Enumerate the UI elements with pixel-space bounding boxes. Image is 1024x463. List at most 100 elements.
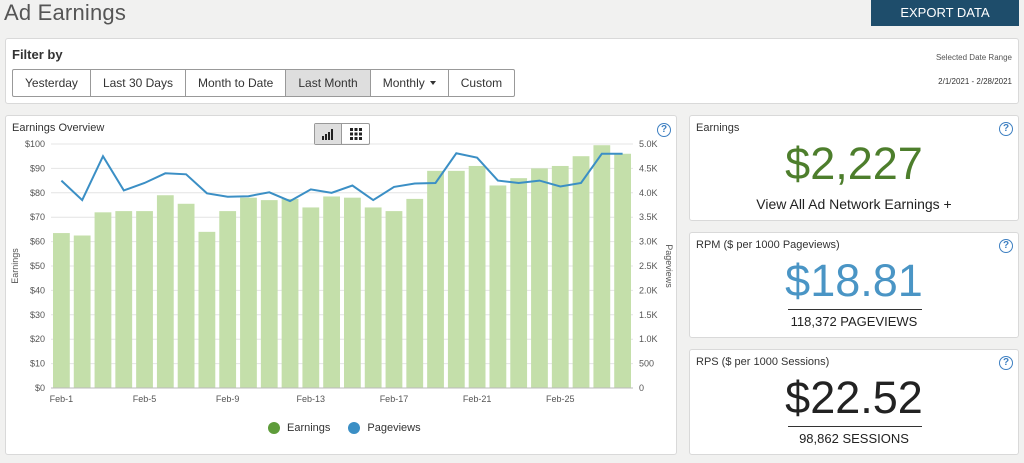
filter-title: Filter by	[12, 47, 63, 62]
bar-earnings	[115, 211, 133, 388]
y-tick-label: $60	[30, 237, 45, 247]
filter-last-month-button[interactable]: Last Month	[286, 70, 371, 96]
rps-divider	[788, 426, 922, 427]
bar-earnings	[447, 170, 465, 388]
filter-monthly-dropdown[interactable]: Monthly	[371, 70, 449, 96]
y-tick-label: $100	[25, 139, 45, 149]
rps-sessions: 98,862 SESSIONS	[799, 431, 909, 446]
rpm-pageviews: 118,372 PAGEVIEWS	[790, 314, 918, 329]
bar-earnings	[281, 198, 299, 388]
y-tick-label: $40	[30, 285, 45, 295]
legend-label-earnings: Earnings	[287, 422, 331, 434]
bar-earnings	[489, 185, 507, 388]
y-right-tick-label: 1.0K	[639, 334, 658, 344]
bar-chart-icon	[322, 128, 333, 140]
y-right-tick-label: 4.5K	[639, 163, 658, 173]
export-data-button[interactable]: EXPORT DATA	[871, 0, 1019, 26]
view-all-ad-network-earnings-link[interactable]: View All Ad Network Earnings +	[756, 196, 952, 212]
bar-earnings	[427, 170, 444, 388]
bar-earnings	[531, 168, 548, 388]
y-right-tick-label: 3.5K	[639, 212, 658, 222]
filter-custom-button[interactable]: Custom	[460, 76, 503, 90]
line-pageviews	[60, 152, 623, 203]
earnings-overview-chart: $0 $10 $20 $30 $40 $50 $60 $70 $80 $90 $100 0 500 1.0…	[10, 139, 674, 404]
y-tick-label: $30	[30, 310, 45, 320]
filter-last-30-days-button[interactable]: Last 30 Days	[91, 70, 186, 96]
y-tick-label: $20	[30, 334, 45, 344]
legend-item-earnings[interactable]: Earnings	[268, 422, 330, 434]
selected-date-range-value: 2/1/2021 - 2/28/2021	[938, 77, 1012, 86]
y-tick-label: $70	[30, 212, 45, 222]
page-title: Ad Earnings	[4, 0, 127, 25]
y-right-tick-label: 4.0K	[639, 188, 658, 198]
bar-earnings	[614, 153, 631, 388]
x-tick-label: Feb-21	[463, 394, 492, 404]
y-right-tick-label: 2.5K	[639, 261, 658, 271]
bar-earnings	[94, 212, 112, 388]
rps-card-title: RPS ($ per 1000 Sessions)	[696, 356, 830, 368]
x-tick-label: Feb-13	[297, 394, 326, 404]
bar-earnings	[468, 165, 486, 388]
earnings-card: Earnings ? $2,227 View All Ad Network Ea…	[689, 115, 1019, 221]
y-axis-title: Earnings	[10, 248, 20, 284]
date-filter-group: Yesterday Last 30 Days Month to Date Las…	[12, 69, 516, 97]
y-right-tick-label: 500	[639, 359, 654, 369]
y-right-tick-label: 2.0K	[639, 285, 658, 295]
legend-item-pageviews[interactable]: Pageviews	[348, 422, 421, 434]
x-tick-label: Feb-17	[380, 394, 409, 404]
y-tick-label: $10	[30, 359, 45, 369]
bar-earnings	[551, 165, 569, 388]
bar-earnings	[53, 233, 70, 388]
question-circle-icon[interactable]: ?	[999, 239, 1013, 253]
bar-earnings	[73, 235, 91, 388]
filter-monthly-label: Monthly	[382, 76, 425, 90]
bar-earnings	[385, 211, 403, 388]
x-tick-label: Feb-25	[546, 394, 575, 404]
filter-month-to-date-button[interactable]: Month to Date	[186, 70, 287, 96]
table-view-button[interactable]	[342, 124, 369, 144]
x-tick-label: Feb-9	[216, 394, 240, 404]
bar-earnings	[156, 195, 174, 388]
question-circle-icon[interactable]: ?	[999, 356, 1013, 370]
rpm-divider	[788, 309, 922, 310]
bar-earnings	[219, 211, 237, 388]
earnings-overview-panel: $0 $10 $20 $30 $40 $50 $60 $70 $80 $90 $100 0 500 1.0…	[5, 115, 677, 455]
filter-yesterday-button[interactable]: Yesterday	[13, 70, 91, 96]
earnings-card-title: Earnings	[696, 122, 740, 134]
filter-panel: Filter by Yesterday Last 30 Days Month t…	[5, 38, 1019, 104]
bar-chart-view-button[interactable]	[315, 124, 342, 144]
earnings-overview-title: Earnings Overview	[12, 122, 105, 134]
bar-earnings	[198, 231, 216, 388]
bar-earnings	[572, 156, 590, 388]
chart-view-toggle	[314, 123, 370, 145]
y-tick-label: $80	[30, 188, 45, 198]
rps-card: RPS ($ per 1000 Sessions) ? $22.52 98,86…	[689, 349, 1019, 455]
x-tick-label: Feb-1	[50, 394, 74, 404]
rpm-card-title: RPM ($ per 1000 Pageviews)	[696, 239, 840, 251]
bar-earnings	[344, 197, 361, 388]
legend-label-pageviews: Pageviews	[367, 422, 421, 434]
bar-earnings	[302, 207, 320, 388]
chart-legend: Earnings Pageviews	[268, 422, 439, 434]
bar-earnings	[260, 200, 278, 388]
y-right-tick-label: 5.0K	[639, 139, 658, 149]
rps-value: $22.52	[785, 372, 923, 423]
y-right-axis-title: Pageviews	[664, 244, 674, 288]
y-tick-label: $90	[30, 163, 45, 173]
bar-earnings	[323, 196, 340, 388]
question-circle-icon[interactable]: ?	[657, 123, 671, 137]
bar-earnings	[593, 145, 611, 388]
y-tick-label: $0	[35, 383, 45, 393]
y-right-tick-label: 1.5K	[639, 310, 658, 320]
rpm-card: RPM ($ per 1000 Pageviews) ? $18.81 118,…	[689, 232, 1019, 338]
caret-down-icon	[429, 81, 436, 85]
bar-earnings	[177, 203, 195, 388]
bar-earnings	[240, 197, 257, 388]
question-circle-icon[interactable]: ?	[999, 122, 1013, 136]
bar-earnings	[364, 207, 382, 388]
y-right-tick-label: 3.0K	[639, 237, 658, 247]
legend-dot-pageviews	[348, 422, 361, 434]
x-tick-label: Feb-5	[133, 394, 157, 404]
y-tick-label: $50	[30, 261, 45, 271]
bar-earnings	[406, 198, 424, 388]
